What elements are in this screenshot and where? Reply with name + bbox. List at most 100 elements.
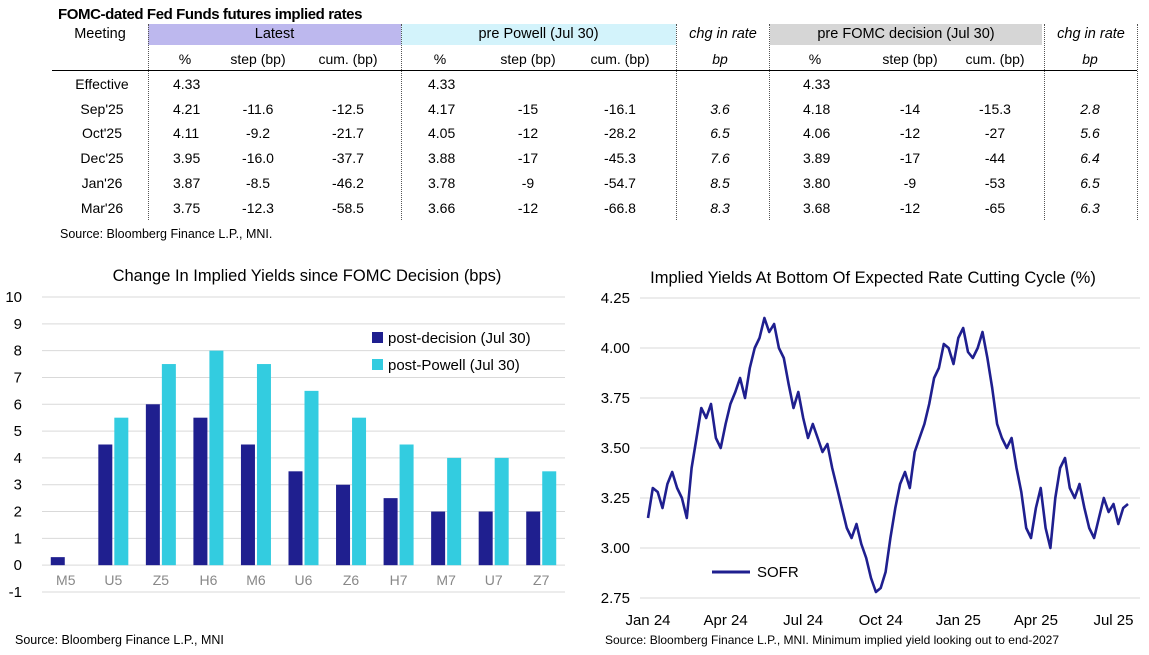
table-cell: -37.7 <box>332 150 364 167</box>
y-tick-label: 4.25 <box>601 290 630 307</box>
table-cell: -17 <box>517 150 539 167</box>
column-separator <box>401 24 402 220</box>
table-cell: -45.3 <box>604 150 636 167</box>
table-cell: -27 <box>984 125 1006 142</box>
bar-post-decision <box>288 471 303 566</box>
table-cell: -65 <box>984 199 1006 216</box>
subheader: % <box>178 51 192 67</box>
x-tick-label: Jul 24 <box>783 612 823 629</box>
table-cell: 3.80 <box>803 174 831 191</box>
table-cell: 7.6 <box>710 150 730 167</box>
table-cell: 3.6 <box>710 100 730 117</box>
y-tick-label: 6 <box>14 396 22 413</box>
table-cell: 3.87 <box>173 174 201 191</box>
bar-post-decision <box>50 557 65 566</box>
line-chart-title: Implied Yields At Bottom Of Expected Rat… <box>650 269 1096 287</box>
table-cell: 4.05 <box>428 125 456 142</box>
bar-post-decision <box>478 511 493 566</box>
bar-post-powell <box>494 457 509 566</box>
table-cell: 4.33 <box>173 76 201 92</box>
y-tick-label: 3.25 <box>601 490 630 507</box>
table-cell: -53 <box>984 174 1006 191</box>
table-cell: 4.11 <box>173 125 200 142</box>
table-cell: -12.3 <box>242 199 274 216</box>
table-cell: 3.78 <box>428 174 456 191</box>
row-meeting-label: Effective <box>75 76 129 92</box>
x-tick-label: Apr 24 <box>703 612 747 629</box>
table-cell: 8.5 <box>710 174 730 191</box>
table-cell: -8.5 <box>245 174 271 191</box>
table-cell: 6.3 <box>1080 199 1100 216</box>
header-divider <box>52 70 1137 71</box>
legend-swatch-post-decision <box>372 332 383 343</box>
row-meeting-label: Mar'26 <box>80 199 124 216</box>
table-cell: 6.5 <box>710 125 730 142</box>
bar-post-decision <box>98 444 113 566</box>
table-cell: -12 <box>899 199 921 216</box>
table-cell: -28.2 <box>604 125 636 142</box>
table-cell: -16.0 <box>242 150 274 167</box>
table-cell: 4.33 <box>428 76 456 92</box>
y-tick-label: 7 <box>14 369 22 386</box>
table-cell: 3.66 <box>428 199 456 216</box>
subheader: step (bp) <box>500 51 556 67</box>
x-tick-label: Z7 <box>533 572 550 588</box>
x-tick-label: U5 <box>104 572 122 588</box>
subheader: cum. (bp) <box>965 51 1025 67</box>
table-cell: -11.6 <box>242 100 274 117</box>
y-tick-label: 9 <box>14 316 22 333</box>
table-cell: 3.68 <box>803 199 831 216</box>
bar-post-powell <box>209 350 224 566</box>
table-cell: 4.18 <box>803 100 831 117</box>
table-cell: -12 <box>899 125 921 142</box>
y-tick-label: 0 <box>14 557 22 574</box>
legend-label-sofr: SOFR <box>757 564 799 581</box>
table-cell: 4.33 <box>803 76 831 92</box>
bar-post-decision <box>526 511 541 566</box>
col-header-pre-powell: pre Powell (Jul 30) <box>401 24 676 45</box>
y-tick-label: 3 <box>14 477 22 494</box>
table-cell: -46.2 <box>332 174 364 191</box>
bar-post-decision <box>336 484 351 566</box>
x-tick-label: M5 <box>56 572 76 588</box>
y-tick-label: 3.75 <box>601 390 630 407</box>
x-tick-label: Jul 25 <box>1093 612 1133 629</box>
table-cell: -12 <box>517 125 539 142</box>
row-meeting-label: Dec'25 <box>80 150 124 167</box>
x-tick-label: Jan 24 <box>625 612 670 629</box>
table-cell: 3.89 <box>803 150 831 167</box>
table-cell: -44 <box>984 150 1006 167</box>
table-cell: -9 <box>521 174 535 191</box>
table-cell: -9 <box>903 174 917 191</box>
table-cell: -54.7 <box>604 174 636 191</box>
y-tick-label: 10 <box>5 289 22 306</box>
table-cell: -17 <box>899 150 921 167</box>
table-cell: 6.4 <box>1080 150 1100 167</box>
y-tick-label: 2 <box>14 504 22 521</box>
table-cell: -14 <box>899 100 921 117</box>
bar-post-powell <box>352 417 367 566</box>
row-meeting-label: Oct'25 <box>81 125 123 142</box>
table-cell: -9.2 <box>245 125 271 142</box>
y-tick-label: -1 <box>9 584 22 601</box>
x-tick-label: H7 <box>390 572 408 588</box>
x-tick-label: Apr 25 <box>1014 612 1058 629</box>
legend-label-post-decision: post-decision (Jul 30) <box>388 330 531 347</box>
table-cell: -12.5 <box>332 100 364 117</box>
line-chart: Implied Yields At Bottom Of Expected Rat… <box>601 269 1140 629</box>
bar-post-decision <box>383 498 398 566</box>
table-cell: 3.95 <box>173 150 201 167</box>
x-tick-label: Z5 <box>153 572 170 588</box>
row-meeting-label: Jan'26 <box>81 174 123 191</box>
bar-chart: Change In Implied Yields since FOMC Deci… <box>5 267 565 601</box>
y-tick-label: 4.00 <box>601 340 630 357</box>
col-header-pre-fomc: pre FOMC decision (Jul 30) <box>770 24 1042 45</box>
bar-post-decision <box>431 511 446 566</box>
table-cell: -15 <box>517 100 539 117</box>
table-cell: 4.17 <box>428 100 456 117</box>
col-header-meeting: Meeting <box>74 26 126 42</box>
subheader: % <box>433 51 447 67</box>
table-title: FOMC-dated Fed Funds futures implied rat… <box>58 6 363 23</box>
table-cell: 8.3 <box>710 199 730 216</box>
bar-chart-source: Source: Bloomberg Finance L.P., MNI <box>15 633 224 647</box>
